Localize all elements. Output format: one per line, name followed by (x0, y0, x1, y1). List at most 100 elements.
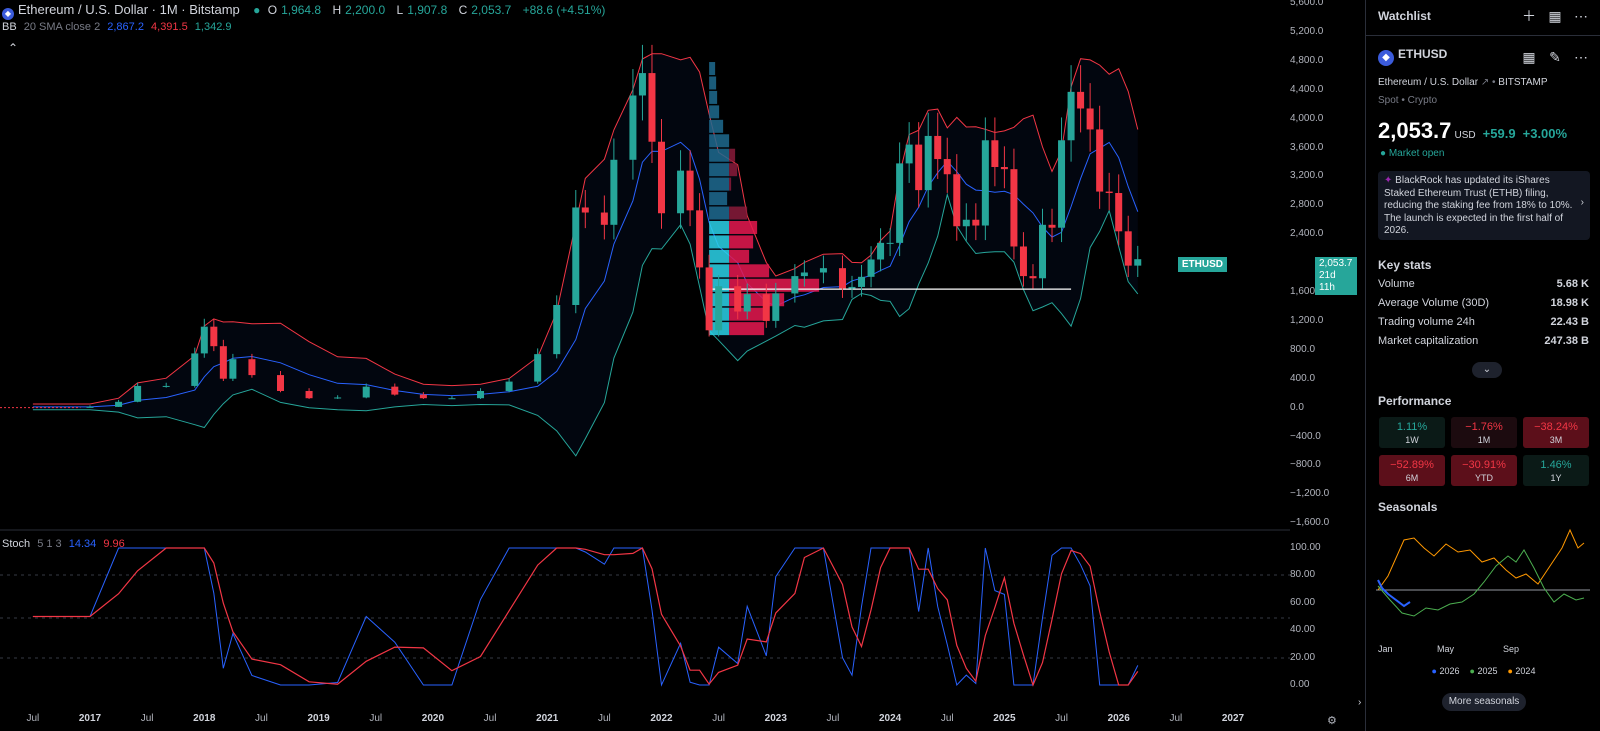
candle-body (638, 73, 646, 96)
volume-profile-bar (709, 264, 730, 278)
edit-note-icon[interactable]: ✎ (1549, 48, 1561, 65)
performance-cell[interactable]: 1.11% 1W (1379, 417, 1445, 448)
candle-body (277, 375, 284, 391)
stat-value: 247.38 B (1544, 335, 1589, 347)
time-axis-label: 2025 (993, 713, 1016, 724)
price-axis-label: 2,400.0 (1290, 228, 1324, 240)
stoch-legend[interactable]: Stoch 5 1 3 14.34 9.96 (2, 538, 129, 550)
candle-body (610, 159, 618, 225)
candle-body (848, 286, 856, 289)
candle-body (734, 286, 742, 312)
candle-body (962, 219, 970, 227)
volume-profile-bar (709, 105, 720, 119)
bb-upper-line (32, 53, 1139, 405)
performance-cell[interactable]: −1.76% 1M (1451, 417, 1517, 448)
chart-area[interactable]: ◆ Ethereum / U.S. Dollar · 1M · Bitstamp … (0, 0, 1364, 731)
chevron-right-icon: › (1580, 197, 1584, 208)
stat-label: Market capitalization (1378, 335, 1479, 347)
candle-body (1096, 129, 1104, 192)
more-seasonals-button[interactable]: More seasonals (1442, 693, 1526, 711)
high-label: H (332, 3, 342, 17)
candle-body (600, 212, 608, 225)
more-options-icon[interactable]: ⋯ (1574, 48, 1588, 65)
symbol-legend: ◆ Ethereum / U.S. Dollar · 1M · Bitstamp … (2, 2, 609, 20)
time-axis-label: 2022 (650, 713, 673, 724)
seasonals-legend-item[interactable]: ● 2024 (1507, 666, 1535, 676)
watchlist-title[interactable]: Watchlist (1378, 9, 1431, 23)
legend-title[interactable]: Ethereum / U.S. Dollar · 1M · Bitstamp (18, 2, 240, 17)
layout-icon[interactable]: ▦ (1522, 48, 1536, 65)
stoch-label: Stoch (2, 538, 31, 550)
collapse-legend-button[interactable]: ⌃ (8, 41, 22, 55)
candle-body (581, 207, 589, 213)
candle-body (1077, 91, 1085, 109)
seasonals-legend-item[interactable]: ● 2025 (1470, 666, 1498, 676)
price-axis-label: 4,800.0 (1290, 54, 1324, 66)
symbol-category: Spot • Crypto (1378, 95, 1438, 106)
candle-body (1019, 246, 1027, 277)
stoch-params: 5 1 3 (37, 538, 62, 550)
candle-body (800, 272, 808, 277)
stat-row: Average Volume (30D) 18.98 K (1378, 297, 1589, 309)
seasonals-legend-item[interactable]: ● 2026 (1432, 666, 1460, 676)
seasonals-chart[interactable] (1366, 518, 1600, 648)
price-tag-value: 2,053.7 21d 11h (1315, 257, 1357, 295)
chevron-right-icon[interactable]: › (1358, 697, 1362, 708)
price-chart-svg[interactable] (0, 0, 1364, 731)
candle-body (658, 141, 665, 214)
more-options-icon[interactable]: ⋯ (1574, 8, 1588, 24)
settings-gear-icon[interactable]: ⚙ (1327, 715, 1337, 727)
stoch-axis-label: 60.00 (1290, 596, 1316, 608)
candle-body (905, 144, 913, 164)
legend-dot-icon: ● (1431, 666, 1440, 676)
bb-legend[interactable]: BB 20 SMA close 2 2,867.2 4,391.5 1,342.… (2, 21, 235, 33)
performance-period: 3M (1549, 435, 1563, 445)
candle-body (686, 170, 694, 211)
performance-pct: −52.89% (1390, 459, 1434, 471)
divider (1366, 35, 1600, 36)
legend-dot-icon: ● (1507, 666, 1516, 676)
key-stats-title: Key stats (1378, 258, 1432, 272)
candle-body (838, 268, 846, 289)
volume-profile-bar (709, 177, 730, 191)
news-card[interactable]: ✦ BlackRock has updated its iShares Stak… (1378, 171, 1590, 240)
panel-change: +59.9 (1482, 126, 1516, 141)
panel-symbol[interactable]: ETHUSD (1398, 47, 1448, 61)
price-tag-symbol: ETHUSD (1177, 257, 1227, 272)
time-axis-label: 2019 (307, 713, 330, 724)
external-link-icon[interactable]: ↗ (1480, 77, 1490, 88)
performance-cell[interactable]: −38.24% 3M (1523, 417, 1589, 448)
description-text[interactable]: Ethereum / U.S. Dollar (1378, 77, 1479, 88)
volume-profile-bar (709, 163, 730, 177)
high-value: 2,200.0 (345, 3, 386, 17)
time-axis-label: 2026 (1107, 713, 1130, 724)
advanced-view-icon[interactable]: ▦ (1548, 8, 1562, 24)
right-panel: Watchlist ＋ ▦ ⋯ ◆ ETHUSD ▦ ✎ ⋯ Ethereum / U.S… (1365, 0, 1600, 731)
volume-profile-bar (729, 206, 748, 220)
price-axis-label: 800.0 (1290, 343, 1316, 355)
candle-body (362, 386, 370, 398)
price-axis-label: 3,200.0 (1290, 170, 1324, 182)
candle-body (477, 390, 485, 399)
volume-profile-bar (729, 278, 820, 292)
price-axis-label: 3,600.0 (1290, 141, 1324, 153)
candle-body (934, 135, 942, 160)
add-symbol-icon[interactable]: ＋ (1522, 8, 1536, 24)
symbol-header: ◆ ETHUSD ▦ ✎ ⋯ (1378, 47, 1589, 66)
candle-body (1058, 140, 1066, 228)
candle-body (1086, 108, 1094, 130)
bb-label: BB (2, 21, 17, 33)
time-axis-label: Jul (26, 713, 40, 724)
performance-cell[interactable]: −52.89% 6M (1379, 455, 1445, 486)
price-axis-label: −1,200.0 (1290, 488, 1330, 500)
expand-stats-button[interactable]: ⌄ (1472, 362, 1502, 378)
performance-cell[interactable]: −30.91% YTD (1451, 455, 1517, 486)
volume-profile-bar (729, 220, 758, 234)
performance-cell[interactable]: 1.46% 1Y (1523, 455, 1589, 486)
candle-body (1115, 193, 1123, 232)
chevron-down-icon: ⌄ (1482, 364, 1492, 375)
seasonals-line-2024 (1377, 528, 1585, 591)
exchange-name[interactable]: BITSTAMP (1498, 77, 1548, 88)
stoch-k-value: 14.34 (68, 538, 97, 550)
candle-body (896, 163, 904, 243)
